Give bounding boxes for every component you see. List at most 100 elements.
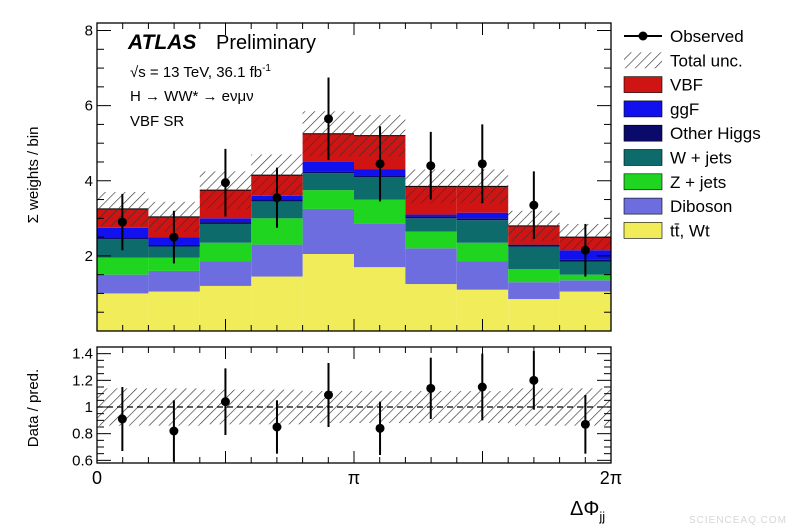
bar-diboson [456,261,509,290]
bar-z-jets [97,257,149,275]
ratio-point [220,397,230,407]
observed-point [324,114,334,124]
ratio-y-tick-label: 1.4 [72,346,93,363]
observed-point [477,159,487,169]
x-ticks: 0 π 2π [92,23,622,488]
ratio-point [529,375,539,385]
x-tick-label: π [348,468,360,488]
ratio-y-tick-label: 0.6 [72,452,93,469]
watermark: SCIENCEAQ.COM [689,515,787,526]
bar-z-jets [405,231,457,249]
process-label: H → WW* → eνμν [130,88,254,105]
legend-observed-marker [638,31,648,41]
y-tick-label: 6 [85,98,93,115]
legend-label: ggF [670,100,699,119]
ratio-points [117,351,590,462]
bar-diboson [251,244,303,277]
legend-entry: Total unc. [624,51,743,70]
legend-label: Diboson [670,197,732,216]
bar-z-jets [456,242,509,262]
bar-other-higgs [302,171,354,174]
legend-swatch [623,149,663,166]
ratio-y-tick-label: 1 [85,399,93,416]
bar-z-jets [559,274,611,281]
legend-label: Z + jets [670,173,726,192]
bar-diboson [302,208,354,254]
bar-w-jets [456,220,509,243]
observed-point [169,232,179,242]
bar-ggf [405,214,457,217]
ratio-point [117,414,127,424]
legend-swatch [623,100,663,118]
bar-diboson [148,270,200,292]
legend-entry: VBF [623,76,703,95]
y-tick-label: 8 [85,23,93,40]
main-y-axis-title: Σ weights / bin [25,127,42,224]
x-tick-label: 2π [600,468,622,488]
bar-z-jets [302,190,354,209]
bar-ggf [302,161,354,172]
ratio-y-tick-label: 0.8 [72,426,93,443]
ratio-point [169,426,179,436]
observed-point [272,193,282,203]
ratio-point [477,382,487,392]
bar-w-jets [405,218,457,232]
legend-entry: ggF [623,100,699,119]
bar-diboson [559,280,611,292]
ratio-point [580,419,590,429]
bar-diboson [508,282,560,300]
bar-other-higgs [199,222,252,224]
legend-entry: Other Higgs [623,124,761,143]
observed-point [529,200,539,210]
legend-swatch [623,222,663,239]
bar-z-jets [148,257,200,271]
legend-swatch [623,173,663,191]
legend: Observed Total unc. VBF ggF Other Higgs W + j… [623,27,761,240]
preliminary-label: Preliminary [216,32,316,54]
legend-label: Observed [670,27,744,46]
legend-label: Total unc. [670,51,743,70]
legend-swatch [623,197,663,215]
bar-other-higgs [508,244,560,247]
energy-lumi-label: √s = 13 TeV, 36.1 fb-1 [130,63,271,81]
legend-entry: W + jets [623,149,732,168]
legend-label: tt̄, Wt [670,221,710,240]
observed-point [580,245,590,255]
bar-tt-wt [559,291,611,331]
legend-label: VBF [670,76,703,95]
ratio-y-ticks: 0.6 0.8 1 1.2 1.4 [72,346,611,469]
bar-tt-wt [97,293,149,331]
main-y-ticks: 2 4 6 8 [85,23,611,332]
bar-w-jets [199,223,252,243]
bar-diboson [405,248,457,285]
observed-point [220,178,230,188]
bar-other-higgs [456,218,509,221]
legend-entry: tt̄, Wt [623,221,710,240]
bar-z-jets [508,269,560,283]
observed-point [117,217,127,227]
legend-label: W + jets [670,149,732,168]
legend-swatch [623,124,663,142]
legend-entry: Z + jets [623,173,726,192]
observed-points [117,77,590,277]
bar-tt-wt [405,284,457,331]
bar-diboson [199,261,252,286]
legend-label: Other Higgs [670,124,761,143]
observed-point [426,161,436,171]
observed-point [375,159,385,169]
bar-tt-wt [302,254,354,331]
ratio-point [426,383,436,393]
bar-w-jets [302,173,354,191]
bar-tt-wt [354,267,406,331]
region-label: VBF SR [130,113,184,130]
legend-swatch [623,76,663,93]
bar-tt-wt [251,276,303,331]
ratio-point [324,390,334,400]
ratio-point [375,423,385,433]
bar-w-jets [508,246,560,270]
legend-uncertainty-swatch [624,52,662,69]
legend-entry: Diboson [623,197,732,216]
bar-ggf [199,218,252,223]
ratio-y-tick-label: 1.2 [72,372,93,389]
